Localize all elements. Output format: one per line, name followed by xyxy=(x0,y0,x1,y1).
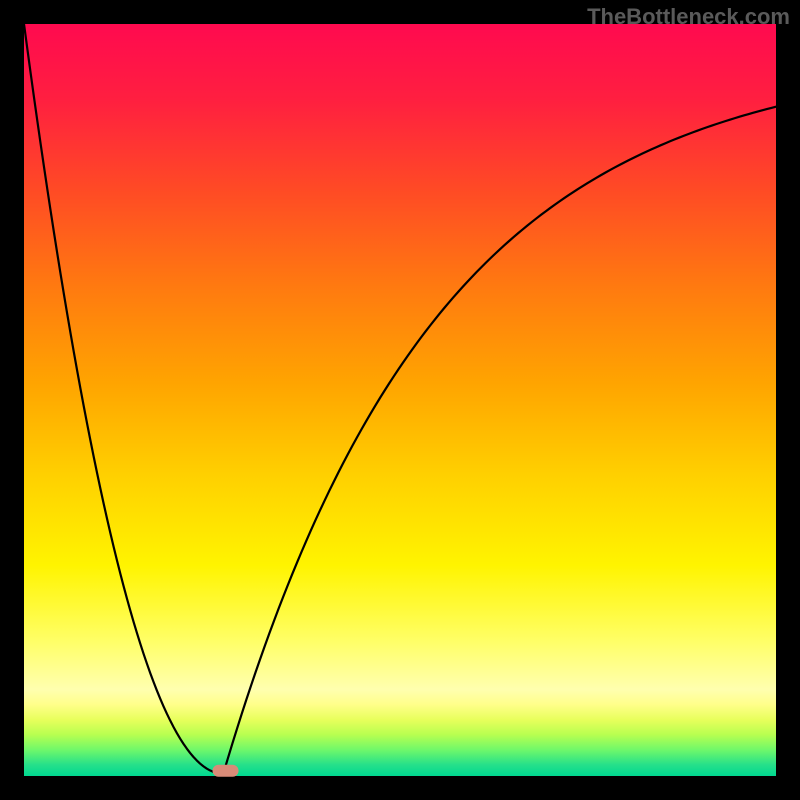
chart-container: TheBottleneck.com xyxy=(0,0,800,800)
bottleneck-chart xyxy=(0,0,800,800)
valley-marker xyxy=(213,765,239,777)
plot-background xyxy=(24,24,776,776)
